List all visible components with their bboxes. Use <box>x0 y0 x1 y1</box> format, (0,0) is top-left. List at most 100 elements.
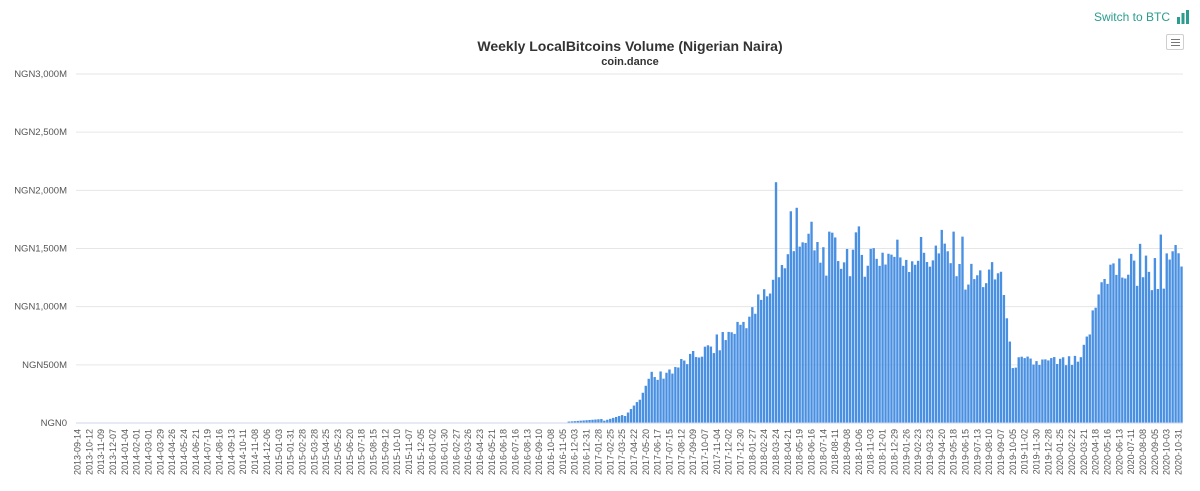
bar[interactable] <box>629 409 633 423</box>
bar[interactable] <box>819 262 822 423</box>
bar[interactable] <box>801 242 804 423</box>
bar[interactable] <box>632 405 636 423</box>
bar[interactable] <box>987 269 991 423</box>
bar[interactable] <box>582 420 585 423</box>
bar[interactable] <box>641 392 645 423</box>
bar[interactable] <box>680 359 683 423</box>
bar[interactable] <box>902 265 905 423</box>
bar[interactable] <box>1118 258 1121 424</box>
bar[interactable] <box>1020 356 1023 423</box>
bar[interactable] <box>1005 318 1009 423</box>
bar[interactable] <box>955 276 958 423</box>
bar[interactable] <box>659 371 662 423</box>
bar[interactable] <box>1014 367 1017 423</box>
bar[interactable] <box>612 417 615 423</box>
bar[interactable] <box>866 265 869 423</box>
bar[interactable] <box>762 289 766 423</box>
bar[interactable] <box>961 236 964 423</box>
bar[interactable] <box>774 182 778 423</box>
bar[interactable] <box>617 416 621 423</box>
bar[interactable] <box>890 254 893 423</box>
bar[interactable] <box>671 373 674 423</box>
bar[interactable] <box>952 231 955 423</box>
bar[interactable] <box>1147 271 1151 423</box>
bar[interactable] <box>1082 344 1086 423</box>
bar[interactable] <box>683 360 686 423</box>
bar[interactable] <box>863 276 866 423</box>
bar[interactable] <box>609 418 612 423</box>
bar[interactable] <box>644 385 647 423</box>
bar[interactable] <box>1094 307 1097 423</box>
bar[interactable] <box>940 229 943 423</box>
bar[interactable] <box>1135 285 1139 423</box>
bar[interactable] <box>789 211 792 423</box>
bar[interactable] <box>1026 356 1029 423</box>
bar[interactable] <box>1076 361 1080 423</box>
bar[interactable] <box>1061 357 1065 423</box>
bar[interactable] <box>792 251 795 423</box>
bar[interactable] <box>1127 274 1130 423</box>
bar[interactable] <box>588 419 591 423</box>
bar[interactable] <box>845 248 849 423</box>
bar[interactable] <box>694 357 698 423</box>
bar[interactable] <box>765 296 769 423</box>
bar[interactable] <box>777 277 781 423</box>
bar[interactable] <box>656 379 659 423</box>
bar[interactable] <box>591 419 594 423</box>
bar[interactable] <box>1011 368 1014 423</box>
bar[interactable] <box>606 419 609 423</box>
bar[interactable] <box>579 420 582 423</box>
bar[interactable] <box>1056 364 1059 423</box>
bar[interactable] <box>973 279 976 423</box>
bar[interactable] <box>1174 245 1177 423</box>
bar[interactable] <box>1058 358 1062 423</box>
bar[interactable] <box>1047 360 1050 423</box>
bars[interactable] <box>567 182 1183 424</box>
bar[interactable] <box>916 260 920 423</box>
bar[interactable] <box>795 207 798 423</box>
bar[interactable] <box>854 232 858 423</box>
bar[interactable] <box>893 256 896 423</box>
bar[interactable] <box>1023 358 1026 423</box>
bar[interactable] <box>650 371 653 423</box>
bar[interactable] <box>1053 357 1056 423</box>
bar[interactable] <box>703 346 707 423</box>
bar[interactable] <box>1159 234 1162 423</box>
bar[interactable] <box>1041 359 1044 423</box>
bar[interactable] <box>718 350 721 423</box>
bar[interactable] <box>733 333 736 423</box>
bar[interactable] <box>768 293 772 423</box>
bar[interactable] <box>1112 263 1115 423</box>
bar[interactable] <box>709 346 713 423</box>
bar[interactable] <box>887 253 890 423</box>
bar[interactable] <box>848 276 852 423</box>
bar[interactable] <box>925 261 929 423</box>
bar[interactable] <box>1132 260 1136 423</box>
bar[interactable] <box>1115 274 1118 423</box>
bar[interactable] <box>638 399 642 423</box>
bar[interactable] <box>1153 258 1157 423</box>
bar[interactable] <box>662 378 665 423</box>
bar[interactable] <box>620 415 624 423</box>
bar[interactable] <box>934 245 938 423</box>
bar[interactable] <box>1180 266 1183 423</box>
bar[interactable] <box>984 283 988 423</box>
bar[interactable] <box>1085 336 1088 423</box>
bar[interactable] <box>700 356 704 423</box>
bar[interactable] <box>745 328 748 423</box>
bar[interactable] <box>869 248 872 423</box>
bar[interactable] <box>727 331 730 423</box>
bar[interactable] <box>771 279 775 423</box>
bar[interactable] <box>922 252 926 423</box>
bar[interactable] <box>1088 334 1091 423</box>
chart-menu-button[interactable] <box>1166 34 1184 50</box>
switch-to-btc-button[interactable]: Switch to BTC <box>1094 10 1190 24</box>
bar[interactable] <box>905 259 908 423</box>
bar[interactable] <box>804 242 807 423</box>
bar[interactable] <box>1144 255 1148 423</box>
bar[interactable] <box>1162 288 1165 423</box>
bar[interactable] <box>748 316 751 423</box>
bar[interactable] <box>828 231 831 423</box>
bar[interactable] <box>993 279 997 423</box>
bar[interactable] <box>928 266 932 423</box>
